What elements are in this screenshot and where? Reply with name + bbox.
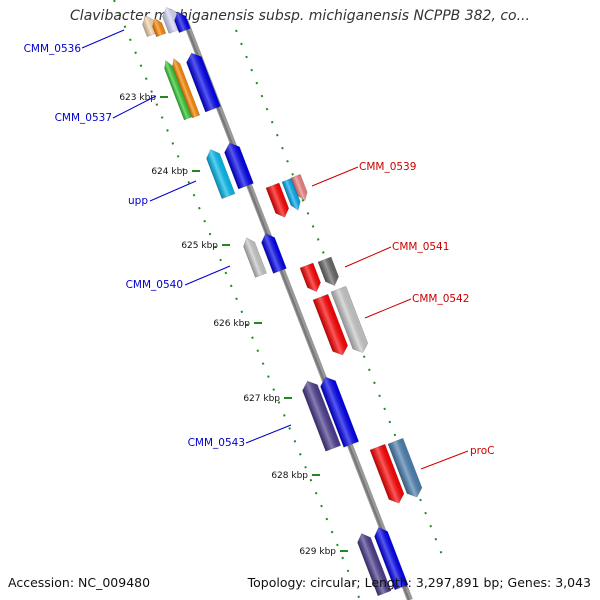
gene-callout-line	[311, 166, 359, 187]
gene-label[interactable]: CMM_0542	[412, 293, 469, 305]
gene-callout-line	[149, 180, 197, 202]
gene-label[interactable]: upp	[128, 195, 148, 207]
kbp-tick-label: 627 kbp	[243, 394, 280, 404]
kbp-tick-label: 624 kbp	[151, 167, 188, 177]
gene-callout-line	[420, 450, 469, 470]
gene-label[interactable]: CMM_0539	[359, 161, 416, 173]
gene-label[interactable]: proC	[470, 445, 495, 457]
kbp-tick-label: 629 kbp	[299, 547, 336, 557]
gene-callout-line	[344, 246, 392, 268]
gene-feature[interactable]	[387, 437, 424, 500]
gene-feature[interactable]	[184, 50, 221, 113]
gene-label[interactable]: CMM_0543	[188, 437, 245, 449]
gene-feature[interactable]	[241, 236, 267, 278]
gene-feature[interactable]	[300, 378, 342, 452]
gene-feature[interactable]	[170, 57, 201, 119]
gene-feature[interactable]	[317, 256, 341, 288]
kbp-tick-label: 625 kbp	[181, 241, 218, 251]
gene-callout-line	[364, 298, 412, 319]
gene-feature[interactable]	[162, 59, 193, 121]
gene-label[interactable]: CMM_0540	[126, 279, 183, 291]
gene-feature[interactable]	[290, 174, 310, 202]
gene-feature[interactable]	[204, 147, 236, 200]
gene-feature[interactable]	[312, 293, 350, 358]
backbone-highlight	[183, 19, 410, 600]
gene-feature[interactable]	[372, 525, 409, 591]
gene-feature[interactable]	[330, 285, 370, 355]
gene-callout-line	[245, 424, 292, 444]
gene-feature[interactable]	[172, 10, 191, 34]
kbp-tick-label: 623 kbp	[119, 93, 156, 103]
gene-label[interactable]: CMM_0537	[55, 112, 112, 124]
gene-feature[interactable]	[265, 182, 291, 220]
gene-feature[interactable]	[369, 443, 406, 506]
gene-callout-line	[112, 95, 157, 119]
kbp-tick-label: 628 kbp	[271, 471, 308, 481]
gene-label[interactable]: CMM_0536	[24, 43, 82, 55]
gene-feature[interactable]	[299, 262, 323, 294]
gene-feature[interactable]	[222, 140, 254, 190]
kbp-tick-label: 626 kbp	[213, 319, 250, 329]
gene-callout-line	[184, 265, 231, 286]
gene-feature[interactable]	[318, 374, 360, 448]
gene-feature[interactable]	[259, 231, 287, 274]
genome-summary-text: Topology: circular; Length: 3,297,891 bp…	[247, 575, 591, 590]
gene-feature[interactable]	[281, 178, 303, 211]
gene-label[interactable]: CMM_0541	[392, 241, 449, 253]
accession-text: Accession: NC_009480	[8, 575, 151, 590]
gene-feature[interactable]	[150, 16, 167, 38]
gene-callout-line	[81, 29, 125, 49]
gene-feature[interactable]	[355, 531, 392, 597]
